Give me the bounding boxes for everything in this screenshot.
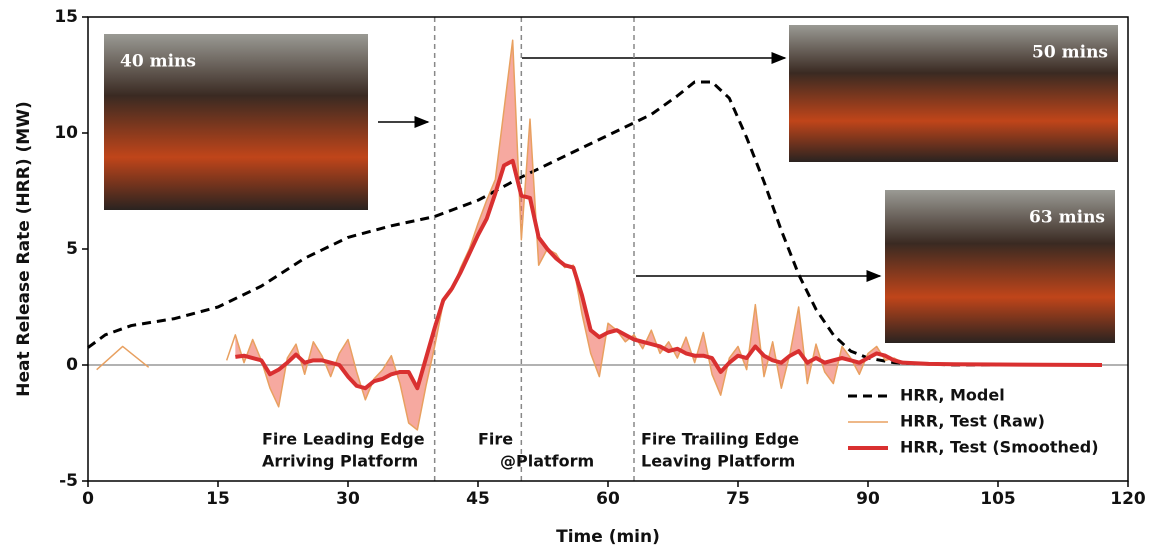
series-line xyxy=(87,80,1102,367)
photo-label: 50 mins xyxy=(1032,43,1108,63)
photo xyxy=(885,190,1115,343)
legend-label: HRR, Test (Smoothed) xyxy=(900,438,1099,457)
legend-label: HRR, Model xyxy=(900,386,1005,405)
x-tick-label: 45 xyxy=(466,489,490,509)
plot-frame xyxy=(87,16,1129,482)
annotation: Fire Leading Edge xyxy=(262,430,425,449)
y-tick-label: -5 xyxy=(59,471,78,491)
photo xyxy=(104,34,368,210)
y-tick-label: 0 xyxy=(66,355,78,375)
x-tick-label: 15 xyxy=(206,489,230,509)
x-tick-label: 0 xyxy=(82,489,94,509)
annotation: Fire Trailing Edge xyxy=(641,430,799,449)
photo-label: 40 mins xyxy=(120,52,196,72)
photo-label: 63 mins xyxy=(1029,208,1105,228)
y-axis-label: Heat Release Rate (HRR) (MW) xyxy=(14,101,34,397)
x-tick-label: 75 xyxy=(726,489,750,509)
x-tick-label: 105 xyxy=(980,489,1016,509)
x-tick-label: 90 xyxy=(856,489,880,509)
annotation: Leaving Platform xyxy=(641,452,795,471)
series-line xyxy=(96,39,1102,431)
x-tick-label: 60 xyxy=(596,489,620,509)
x-tick-label: 30 xyxy=(336,489,360,509)
y-tick-label: 15 xyxy=(54,7,78,27)
legend-label: HRR, Test (Raw) xyxy=(900,412,1045,431)
series-line xyxy=(235,158,1103,391)
x-axis-label: Time (min) xyxy=(556,527,660,547)
x-tick-label: 120 xyxy=(1110,489,1146,509)
annotation: Arriving Platform xyxy=(262,452,418,471)
y-tick-label: 5 xyxy=(66,239,78,259)
y-tick-label: 10 xyxy=(54,123,78,143)
photo xyxy=(789,25,1118,162)
annotation: @Platform xyxy=(500,452,594,471)
annotation: Fire xyxy=(478,430,513,449)
